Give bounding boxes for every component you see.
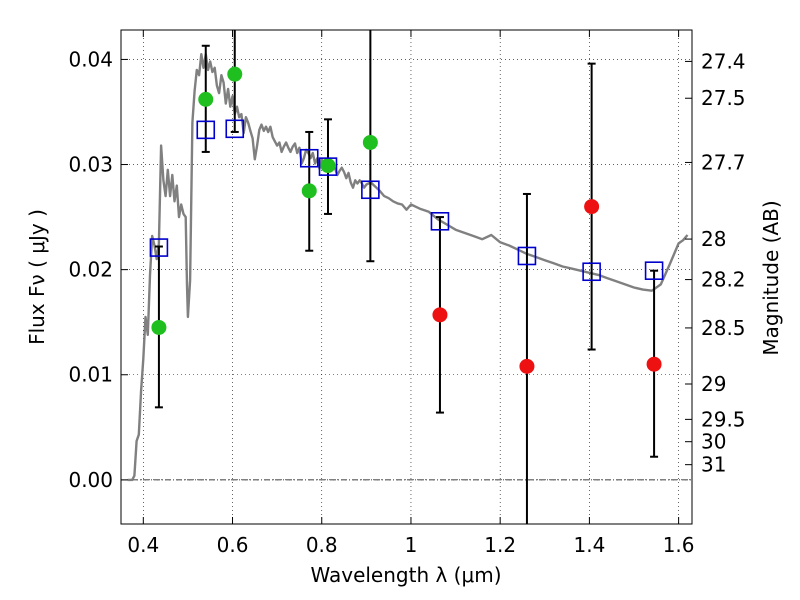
observed-flux-point	[198, 91, 214, 107]
observed-flux-point	[584, 199, 600, 215]
right-tick-label: 29	[701, 372, 726, 396]
right-tick-label: 27.5	[701, 86, 746, 110]
model-photometry-square	[196, 120, 216, 140]
x-tick-label: 1.4	[573, 533, 605, 557]
observed-flux-point	[320, 158, 336, 174]
x-tick-label: 0.6	[217, 533, 249, 557]
plot-frame	[120, 29, 693, 525]
data-markers	[149, 66, 664, 374]
model-photometry-square	[361, 180, 380, 200]
model-photometry-square	[644, 261, 664, 280]
observed-flux-point	[519, 358, 535, 374]
y-tick-label: 0.00	[68, 468, 113, 492]
right-tick-label: 31	[701, 453, 726, 477]
right-tick-label: 28	[701, 227, 726, 251]
grid	[121, 30, 692, 524]
model-photometry-square	[225, 119, 245, 139]
model-photometry-square	[582, 262, 601, 282]
axis-ticks: 0.4 0.6 0.8 1 1.2 1.4 1.6 0.00 0.01 0.02 0.03 0.04 2…	[68, 30, 746, 557]
right-tick-label: 27.7	[701, 150, 746, 174]
x-tick-label: 0.4	[127, 533, 159, 557]
model-sed-line	[127, 53, 689, 482]
observed-flux-point	[301, 183, 317, 199]
y-tick-label: 0.03	[68, 153, 113, 177]
model-photometry-square	[149, 238, 169, 257]
observed-flux-point	[151, 319, 167, 335]
x-axis-label: Wavelength λ (μm)	[310, 563, 501, 587]
model-photometry-square	[430, 211, 450, 231]
error-bar	[366, 30, 375, 263]
observed-flux-point	[646, 356, 662, 372]
observed-flux-point	[432, 307, 448, 323]
model-photometry-square	[517, 246, 537, 266]
observed-flux-point	[362, 134, 378, 150]
model-sed-layer	[127, 53, 689, 482]
model-photometry-square	[299, 148, 319, 168]
right-axis-label: Magnitude (AB)	[759, 200, 783, 355]
model-photometry-square	[318, 157, 338, 176]
y-tick-label: 0.04	[68, 47, 113, 71]
right-tick-label: 28.5	[701, 316, 746, 340]
y-tick-label: 0.02	[68, 258, 113, 282]
x-tick-label: 1.6	[663, 533, 695, 557]
right-tick-label: 28.2	[701, 268, 746, 292]
observed-flux-point	[227, 66, 243, 82]
right-tick-label: 30	[701, 430, 726, 454]
x-tick-label: 0.8	[306, 533, 338, 557]
x-tick-label: 1	[405, 533, 418, 557]
right-tick-label: 29.5	[701, 407, 746, 431]
right-tick-label: 27.4	[701, 49, 746, 73]
x-tick-label: 1.2	[484, 533, 516, 557]
y-axis-label: Flux Fν ( μJy )	[25, 209, 49, 345]
y-tick-label: 0.01	[68, 363, 113, 387]
